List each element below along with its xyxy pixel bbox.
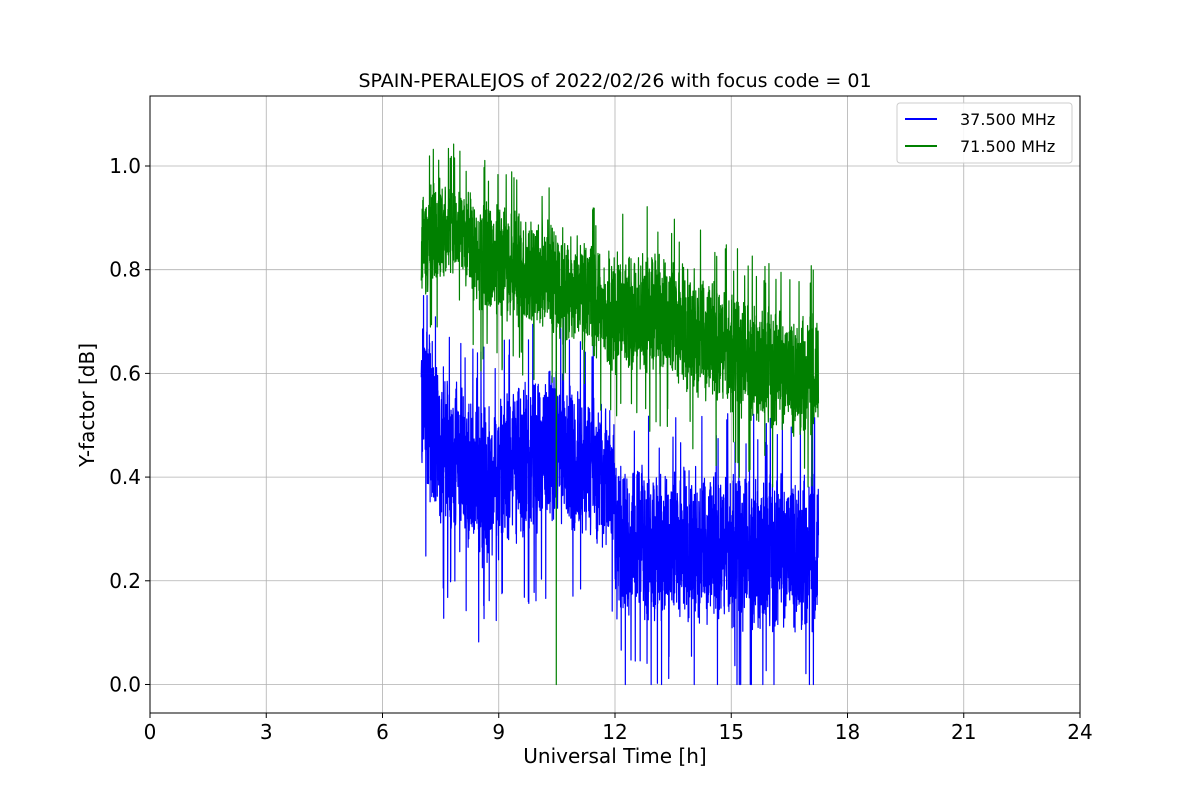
x-tick-label: 24: [1067, 720, 1092, 744]
x-tick-label: 3: [260, 720, 273, 744]
y-axis: 0.0 0.2 0.4 0.6 0.8 1.0: [109, 154, 150, 696]
x-tick-label: 15: [719, 720, 744, 744]
x-axis-label: Universal Time [h]: [523, 744, 706, 768]
legend-label-71-500: 71.500 MHz: [960, 137, 1055, 156]
x-tick-label: 21: [951, 720, 976, 744]
legend: 37.500 MHz 71.500 MHz: [896, 102, 1073, 164]
series-line-37-500: [420, 295, 820, 686]
y-tick-label: 0.2: [109, 569, 141, 593]
x-tick-label: 12: [602, 720, 627, 744]
legend-box: [896, 102, 1073, 164]
chart-title: SPAIN-PERALEJOS of 2022/02/26 with focus…: [358, 70, 871, 92]
legend-label-37-500: 37.500 MHz: [960, 110, 1055, 129]
y-tick-label: 1.0: [109, 154, 141, 178]
y-axis-label: Y-factor [dB]: [75, 343, 99, 468]
y-tick-label: 0.6: [109, 361, 141, 385]
y-tick-label: 0.0: [109, 672, 141, 696]
y-tick-label: 0.8: [109, 258, 141, 282]
series-layer: [420, 143, 820, 686]
y-tick-label: 0.4: [109, 465, 141, 489]
x-axis: 0 3 6 9 12 15 18 21 24: [144, 713, 1093, 744]
x-tick-label: 6: [376, 720, 389, 744]
x-tick-label: 0: [144, 720, 157, 744]
x-tick-label: 9: [492, 720, 505, 744]
series-line-71-500: [420, 143, 820, 686]
x-tick-label: 18: [835, 720, 860, 744]
